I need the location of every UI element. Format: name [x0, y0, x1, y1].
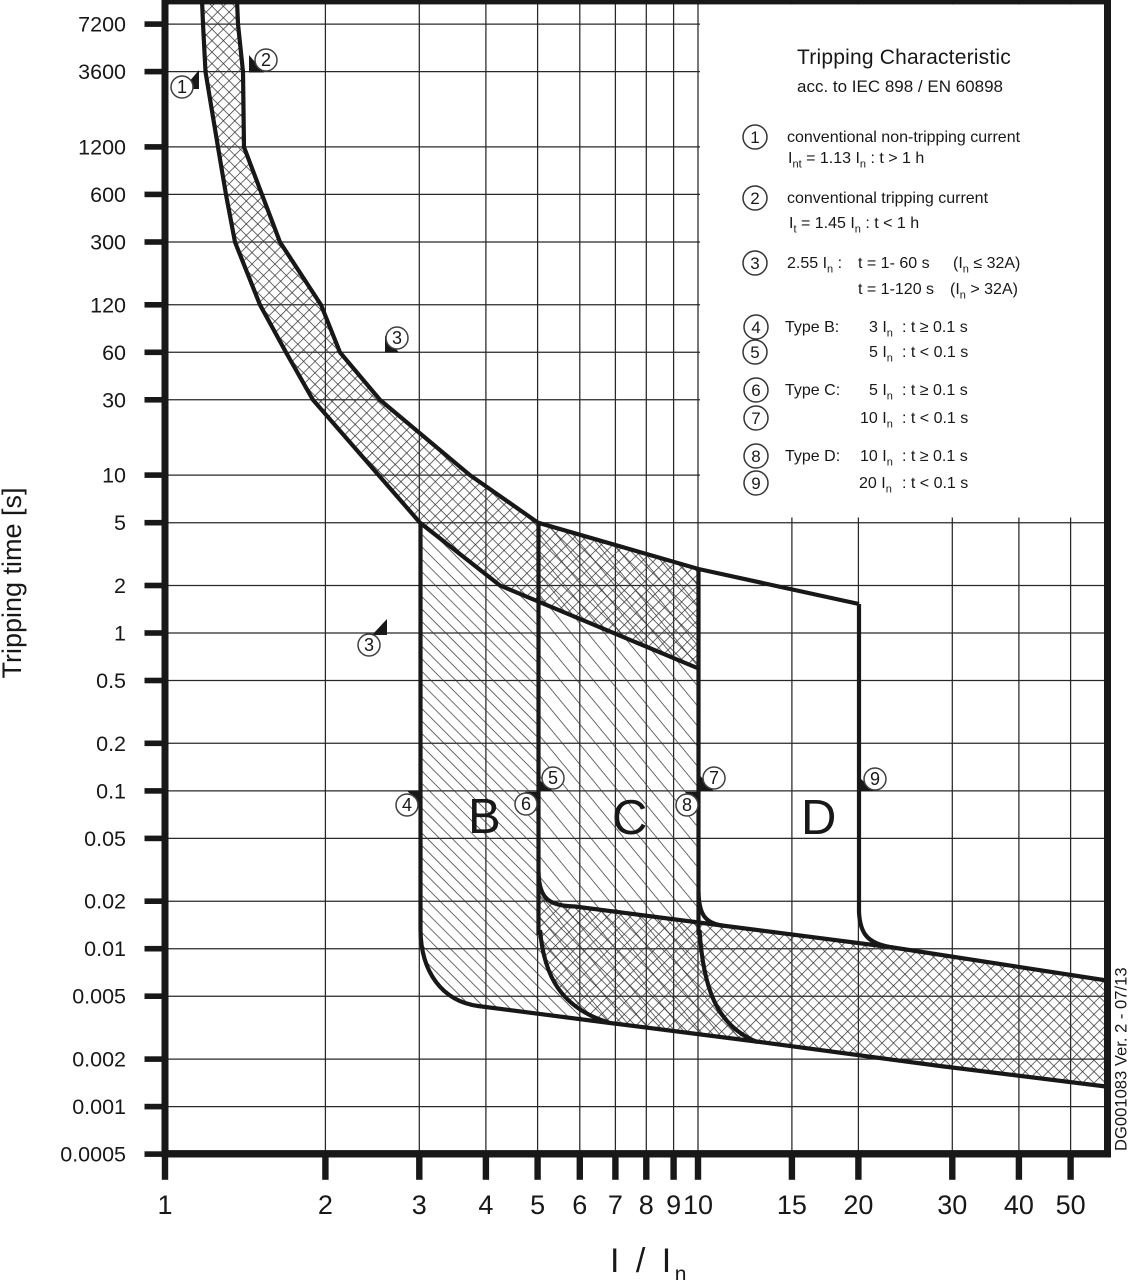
svg-text:7: 7 — [751, 409, 760, 428]
svg-text:5 In​: 5 In​ — [869, 382, 893, 403]
svg-text:t = 1-120 s: t = 1-120 s — [858, 281, 934, 298]
svg-text:2: 2 — [750, 189, 759, 208]
svg-text:Tripping time [s]: Tripping time [s] — [0, 487, 27, 678]
svg-text:4: 4 — [402, 795, 412, 815]
svg-text:30: 30 — [102, 388, 126, 412]
svg-text:30: 30 — [937, 1190, 967, 1220]
svg-text:5: 5 — [114, 511, 126, 535]
svg-text:7: 7 — [709, 768, 719, 788]
svg-text:20 In​: 20 In​ — [859, 475, 892, 496]
svg-text:C: C — [612, 791, 647, 845]
svg-text:5: 5 — [530, 1190, 545, 1220]
svg-text:5 In​: 5 In​ — [869, 344, 893, 365]
svg-text:5: 5 — [750, 343, 759, 362]
svg-text:: t < 0.1 s: : t < 0.1 s — [902, 475, 968, 492]
svg-text:4: 4 — [478, 1190, 493, 1220]
svg-text:0.002: 0.002 — [72, 1048, 126, 1072]
svg-text:3 In​: 3 In​ — [869, 319, 893, 340]
svg-text:0.05: 0.05 — [84, 827, 126, 851]
svg-text:10: 10 — [683, 1190, 713, 1220]
svg-text:120: 120 — [90, 293, 126, 317]
svg-text:2: 2 — [261, 50, 271, 70]
svg-text:300: 300 — [90, 231, 126, 255]
svg-text:2: 2 — [318, 1190, 333, 1220]
svg-text:15: 15 — [777, 1190, 807, 1220]
svg-text:0.005: 0.005 — [72, 985, 126, 1009]
svg-text:6: 6 — [521, 794, 531, 814]
svg-text:2.55 In​ :: 2.55 In​ : — [787, 255, 842, 276]
svg-text:8: 8 — [682, 795, 692, 815]
svg-text:8: 8 — [639, 1190, 654, 1220]
svg-text:Type D:: Type D: — [785, 448, 840, 465]
svg-text:: t ≥ 0.1 s: : t ≥ 0.1 s — [902, 382, 968, 399]
svg-text:0.5: 0.5 — [96, 669, 126, 693]
svg-text:I / In: I / In — [610, 1242, 686, 1280]
svg-text:3600: 3600 — [78, 60, 126, 84]
svg-text:0.2: 0.2 — [96, 732, 126, 756]
svg-text:Type C:: Type C: — [785, 382, 840, 399]
svg-text:1: 1 — [114, 622, 126, 646]
svg-text:1200: 1200 — [78, 135, 126, 159]
svg-text:6: 6 — [751, 381, 760, 400]
svg-text:: t ≥ 0.1 s: : t ≥ 0.1 s — [902, 319, 968, 336]
svg-text:10: 10 — [102, 464, 126, 488]
svg-text:3: 3 — [412, 1190, 427, 1220]
svg-text:1: 1 — [177, 77, 187, 97]
svg-text:10 In​: 10 In​ — [860, 410, 893, 431]
svg-text:4: 4 — [751, 318, 760, 337]
svg-text:3: 3 — [364, 635, 374, 655]
svg-text:9: 9 — [666, 1190, 681, 1220]
svg-text:50: 50 — [1056, 1190, 1086, 1220]
svg-text:t = 1- 60 s: t = 1- 60 s — [858, 255, 930, 272]
svg-text:2: 2 — [114, 574, 126, 598]
svg-text:Tripping Characteristic: Tripping Characteristic — [797, 46, 1011, 69]
svg-text:acc. to IEC 898 / EN 60898: acc. to IEC 898 / EN 60898 — [797, 77, 1003, 96]
svg-text:6: 6 — [572, 1190, 587, 1220]
svg-text:conventional non-tripping curr: conventional non-tripping current — [787, 129, 1021, 146]
svg-text:10 In​: 10 In​ — [860, 448, 893, 469]
svg-text:9: 9 — [751, 474, 760, 493]
svg-text:DG001083 Ver. 2 - 07/13: DG001083 Ver. 2 - 07/13 — [1112, 967, 1130, 1151]
svg-text:5: 5 — [548, 768, 558, 788]
svg-text:9: 9 — [870, 769, 880, 789]
svg-text:0.1: 0.1 — [96, 779, 126, 803]
svg-text:Int​ = 1.13 In​ : t > 1 h: Int​ = 1.13 In​ : t > 1 h — [788, 150, 924, 171]
svg-text:600: 600 — [90, 183, 126, 207]
svg-text:0.01: 0.01 — [84, 937, 126, 961]
svg-text:1: 1 — [157, 1190, 172, 1220]
svg-text:20: 20 — [843, 1190, 873, 1220]
svg-text:7: 7 — [608, 1190, 623, 1220]
svg-text:conventional tripping current: conventional tripping current — [787, 190, 989, 207]
svg-text:D: D — [801, 791, 836, 845]
svg-text:(In​ > 32A): (In​ > 32A) — [950, 281, 1018, 302]
svg-text:3: 3 — [750, 254, 759, 273]
svg-text:: t < 0.1 s: : t < 0.1 s — [902, 344, 968, 361]
svg-text:7200: 7200 — [78, 13, 126, 37]
svg-text:3: 3 — [392, 328, 402, 348]
svg-text:(In​ ≤ 32A): (In​ ≤ 32A) — [953, 255, 1020, 276]
svg-text:0.0005: 0.0005 — [60, 1143, 126, 1167]
svg-text:0.001: 0.001 — [72, 1095, 126, 1119]
svg-text:8: 8 — [751, 447, 760, 466]
svg-text:: t < 0.1 s: : t < 0.1 s — [902, 410, 968, 427]
svg-text:1: 1 — [750, 128, 759, 147]
svg-text:60: 60 — [102, 341, 126, 365]
svg-text:40: 40 — [1004, 1190, 1034, 1220]
svg-text:B: B — [468, 790, 501, 844]
svg-text:Type B:: Type B: — [785, 319, 839, 336]
svg-text:It​ = 1.45 In​ : t < 1 h: It​ = 1.45 In​ : t < 1 h — [789, 215, 919, 236]
svg-text:: t ≥ 0.1 s: : t ≥ 0.1 s — [902, 448, 968, 465]
svg-text:0.02: 0.02 — [84, 890, 126, 914]
